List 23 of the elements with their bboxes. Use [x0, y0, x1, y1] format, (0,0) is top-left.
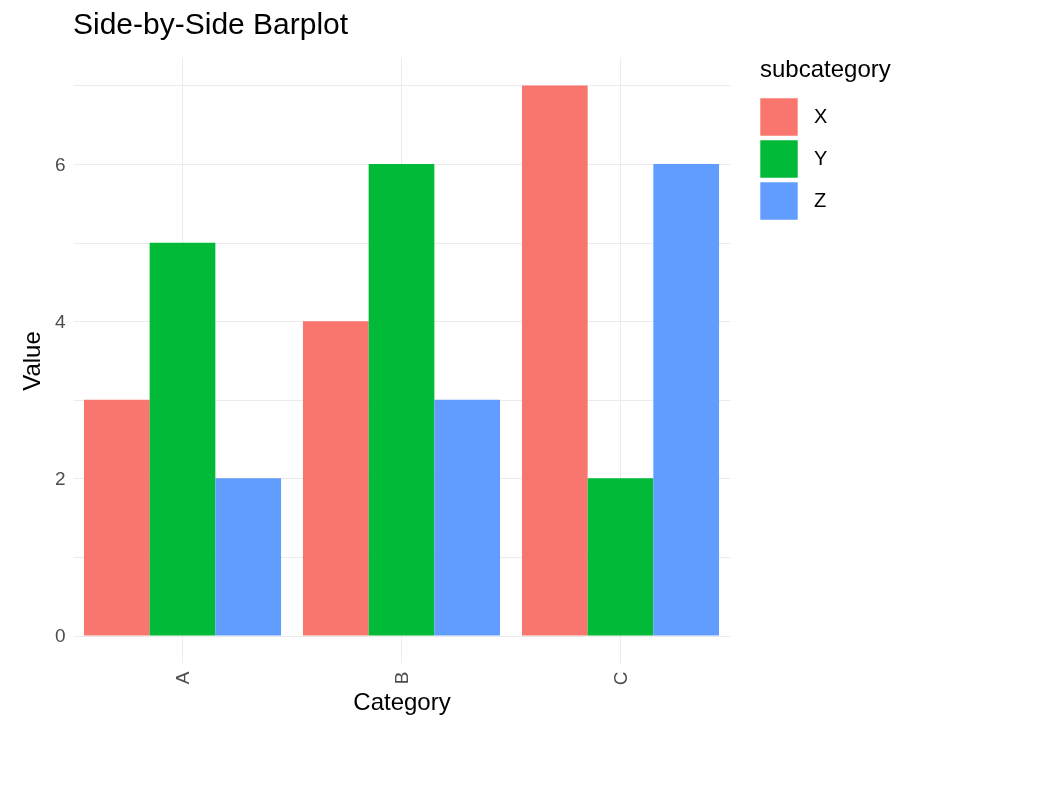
bar [302, 321, 369, 636]
x-axis-title: Category [353, 688, 451, 716]
y-axis-title: Value [17, 331, 45, 391]
chart-title: Side-by-Side Barplot [73, 7, 349, 40]
y-tick-label: 4 [54, 310, 66, 332]
bar [368, 164, 435, 636]
y-tick-label: 2 [54, 467, 66, 489]
legend-title: subcategory [760, 55, 891, 82]
x-tick-label: A [171, 671, 193, 685]
bar [434, 399, 501, 636]
y-tick-label: 0 [54, 625, 66, 646]
legend-label: Z [814, 189, 827, 211]
bar [83, 399, 150, 636]
x-tick-label: B [390, 671, 412, 685]
legend-label: Y [814, 147, 828, 169]
bar [215, 478, 282, 636]
y-tick-label: 6 [54, 153, 66, 175]
bar [149, 242, 216, 636]
bar [653, 164, 720, 636]
bar [521, 85, 588, 636]
legend-label: X [814, 105, 828, 127]
x-tick-label: C [609, 671, 631, 686]
bar [587, 478, 654, 636]
